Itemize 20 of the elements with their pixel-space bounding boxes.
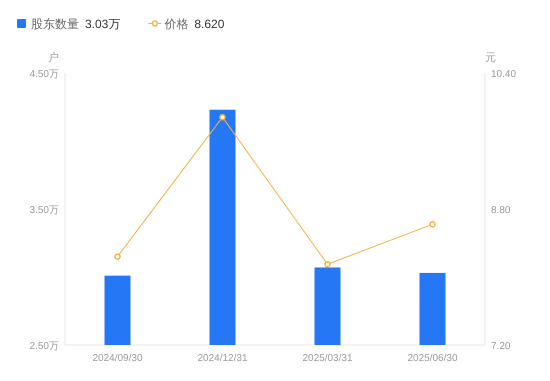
y-tick-label: 3.50万 — [30, 205, 59, 216]
point — [219, 114, 226, 120]
y-tick-label: 4.50万 — [30, 69, 59, 80]
text: 3.03万 — [85, 17, 120, 31]
point — [429, 221, 436, 228]
point — [324, 261, 331, 268]
x-tick-label: 2025/06/30 — [407, 353, 458, 364]
x-tick-label: 2024/12/31 — [197, 353, 248, 364]
x-tick-label: 2025/03/31 — [302, 353, 353, 364]
y2-tick-label: 10.40 — [491, 69, 516, 80]
legend-label: 价格 — [163, 17, 188, 31]
text: 8.620 — [194, 17, 224, 31]
legend-label: 股东数量 — [31, 17, 79, 31]
y2-tick-label: 8.80 — [491, 205, 511, 216]
y2-tick-label: 7.20 — [491, 341, 511, 352]
x-tick-label: 2024/09/30 — [92, 353, 143, 364]
y-tick-label: 2.50万 — [30, 341, 59, 352]
point — [114, 253, 121, 260]
y-axis-title: 户 — [48, 51, 59, 64]
y2-axis-title: 元 — [485, 52, 496, 64]
